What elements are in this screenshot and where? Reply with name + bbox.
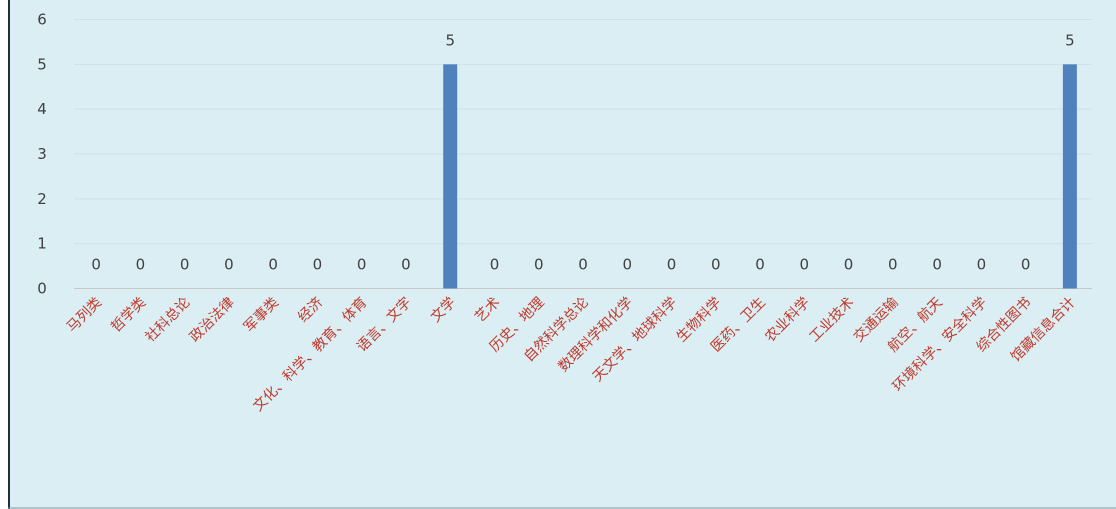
data-label: 0 — [578, 256, 588, 274]
data-label: 0 — [888, 256, 898, 274]
data-label: 5 — [1065, 31, 1075, 49]
bar — [443, 64, 458, 289]
data-label: 5 — [445, 31, 455, 49]
data-label: 0 — [1021, 256, 1031, 274]
data-label: 0 — [136, 256, 146, 274]
y-tick-label: 1 — [37, 235, 47, 253]
y-tick-label: 4 — [37, 100, 47, 118]
data-label: 0 — [180, 256, 190, 274]
data-label: 0 — [932, 256, 942, 274]
y-tick-label: 0 — [37, 280, 47, 298]
data-label: 0 — [800, 256, 810, 274]
y-tick-label: 3 — [37, 145, 47, 163]
data-label: 0 — [268, 256, 278, 274]
y-tick-label: 6 — [37, 11, 47, 29]
data-label: 0 — [844, 256, 854, 274]
data-label: 0 — [313, 256, 323, 274]
data-label: 0 — [357, 256, 367, 274]
plot-area — [8, 0, 1116, 509]
bar — [1062, 64, 1077, 289]
data-label: 0 — [534, 256, 544, 274]
data-label: 0 — [977, 256, 987, 274]
data-label: 0 — [711, 256, 721, 274]
data-label: 0 — [755, 256, 765, 274]
data-label: 0 — [622, 256, 632, 274]
data-label: 0 — [667, 256, 677, 274]
data-label: 0 — [91, 256, 101, 274]
data-label: 0 — [224, 256, 234, 274]
y-tick-label: 2 — [37, 190, 47, 208]
data-label: 0 — [401, 256, 411, 274]
y-tick-label: 5 — [37, 55, 47, 73]
data-label: 0 — [490, 256, 500, 274]
